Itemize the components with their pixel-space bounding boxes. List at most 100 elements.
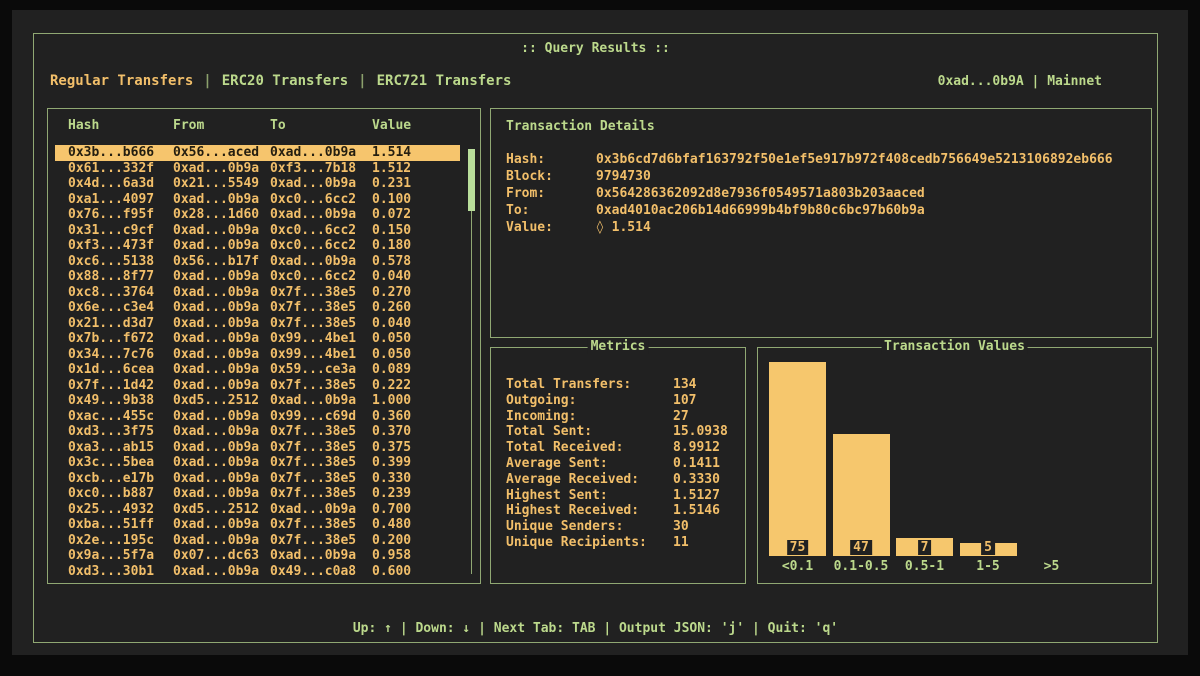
metric-value: 1.5146 — [673, 503, 720, 518]
metric-label: Total Transfers: — [506, 377, 673, 393]
column-header-to: To — [270, 118, 372, 133]
table-row[interactable]: 0x2e...195c0xad...0b9a0x7f...38e50.200 — [55, 533, 460, 549]
detail-label: From: — [506, 185, 596, 202]
table-row[interactable]: 0xba...51ff0xad...0b9a0x7f...38e50.480 — [55, 517, 460, 533]
cell-to: 0xc0...6cc2 — [270, 192, 372, 208]
metric-label: Total Received: — [506, 440, 673, 456]
bar-value-label: 7 — [918, 540, 932, 555]
table-row[interactable]: 0x76...f95f0x28...1d600xad...0b9a0.072 — [55, 207, 460, 223]
cell-from: 0xad...0b9a — [173, 347, 270, 363]
details-fields: Hash:0x3b6cd7d6bfaf163792f50e1ef5e917b97… — [491, 151, 1151, 236]
scrollbar-thumb[interactable] — [468, 149, 475, 211]
cell-to: 0x49...c0a8 — [270, 564, 372, 580]
cell-value: 0.480 — [372, 517, 460, 533]
detail-value: 9794730 — [596, 169, 651, 184]
cell-hash: 0x4d...6a3d — [68, 176, 173, 192]
cell-hash: 0x2e...195c — [68, 533, 173, 549]
metric-row: Incoming:27 — [491, 409, 745, 425]
details-title: Transaction Details — [491, 109, 1151, 134]
tab-regular-transfers[interactable]: Regular Transfers — [50, 73, 193, 89]
cell-to: 0x59...ce3a — [270, 362, 372, 378]
cell-value: 0.399 — [372, 455, 460, 471]
bar-value-label: 75 — [787, 540, 809, 555]
cell-hash: 0xba...51ff — [68, 517, 173, 533]
table-row[interactable]: 0x21...d3d70xad...0b9a0x7f...38e50.040 — [55, 316, 460, 332]
cell-from: 0xad...0b9a — [173, 238, 270, 254]
table-row[interactable]: 0xac...455c0xad...0b9a0x99...c69d0.360 — [55, 409, 460, 425]
tab-erc20-transfers[interactable]: ERC20 Transfers — [222, 73, 348, 89]
tab-erc721-transfers[interactable]: ERC721 Transfers — [377, 73, 512, 89]
cell-from: 0xad...0b9a — [173, 362, 270, 378]
cell-value: 0.270 — [372, 285, 460, 301]
table-row[interactable]: 0xf3...473f0xad...0b9a0xc0...6cc20.180 — [55, 238, 460, 254]
cell-hash: 0x9a...5f7a — [68, 548, 173, 564]
cell-hash: 0xd3...30b1 — [68, 564, 173, 580]
metric-value: 30 — [673, 519, 689, 534]
table-row[interactable]: 0x61...332f0xad...0b9a0xf3...7b181.512 — [55, 161, 460, 177]
cell-value: 0.200 — [372, 533, 460, 549]
cell-hash: 0xf3...473f — [68, 238, 173, 254]
cell-to: 0x99...4be1 — [270, 331, 372, 347]
cell-from: 0x21...5549 — [173, 176, 270, 192]
cell-hash: 0x21...d3d7 — [68, 316, 173, 332]
table-row[interactable]: 0x1d...6cea0xad...0b9a0x59...ce3a0.089 — [55, 362, 460, 378]
cell-from: 0xad...0b9a — [173, 486, 270, 502]
cell-value: 0.370 — [372, 424, 460, 440]
detail-value: 0x564286362092d8e7936f0549571a803b203aac… — [596, 186, 925, 201]
metric-row: Unique Recipients:11 — [491, 535, 745, 551]
table-row[interactable]: 0x9a...5f7a0x07...dc630xad...0b9a0.958 — [55, 548, 460, 564]
cell-to: 0x7f...38e5 — [270, 517, 372, 533]
table-row[interactable]: 0x7b...f6720xad...0b9a0x99...4be10.050 — [55, 331, 460, 347]
cell-value: 0.239 — [372, 486, 460, 502]
table-row[interactable]: 0x6e...c3e40xad...0b9a0x7f...38e50.260 — [55, 300, 460, 316]
table-row[interactable]: 0x31...c9cf0xad...0b9a0xc0...6cc20.150 — [55, 223, 460, 239]
metric-value: 11 — [673, 535, 689, 550]
cell-from: 0xd5...2512 — [173, 393, 270, 409]
table-row[interactable]: 0xa3...ab150xad...0b9a0x7f...38e50.375 — [55, 440, 460, 456]
cell-value: 0.040 — [372, 269, 460, 285]
table-row[interactable]: 0x3b...b6660x56...aced0xad...0b9a1.514 — [55, 145, 460, 161]
metric-value: 15.0938 — [673, 424, 728, 439]
cell-value: 0.072 — [372, 207, 460, 223]
cell-to: 0xad...0b9a — [270, 176, 372, 192]
table-row[interactable]: 0xd3...3f750xad...0b9a0x7f...38e50.370 — [55, 424, 460, 440]
table-row[interactable]: 0x88...8f770xad...0b9a0xc0...6cc20.040 — [55, 269, 460, 285]
cell-hash: 0x3b...b666 — [68, 145, 173, 161]
table-row[interactable]: 0x4d...6a3d0x21...55490xad...0b9a0.231 — [55, 176, 460, 192]
metric-value: 134 — [673, 377, 696, 392]
cell-from: 0x56...b17f — [173, 254, 270, 270]
metric-row: Highest Sent:1.5127 — [491, 488, 745, 504]
table-row[interactable]: 0x49...9b380xd5...25120xad...0b9a1.000 — [55, 393, 460, 409]
column-header-hash: Hash — [68, 118, 173, 133]
table-row[interactable]: 0xc6...51380x56...b17f0xad...0b9a0.578 — [55, 254, 460, 270]
cell-hash: 0x34...7c76 — [68, 347, 173, 363]
column-header-from: From — [173, 118, 270, 133]
cell-hash: 0xa3...ab15 — [68, 440, 173, 456]
table-row[interactable]: 0xc8...37640xad...0b9a0x7f...38e50.270 — [55, 285, 460, 301]
tab-list: Regular Transfers|ERC20 Transfers|ERC721… — [50, 73, 511, 89]
cell-to: 0x7f...38e5 — [270, 455, 372, 471]
table-row[interactable]: 0x25...49320xd5...25120xad...0b9a0.700 — [55, 502, 460, 518]
table-row[interactable]: 0xc0...b8870xad...0b9a0x7f...38e50.239 — [55, 486, 460, 502]
account-network-separator: | — [1024, 74, 1047, 89]
cell-to: 0xc0...6cc2 — [270, 269, 372, 285]
cell-value: 0.222 — [372, 378, 460, 394]
table-row[interactable]: 0x3c...5bea0xad...0b9a0x7f...38e50.399 — [55, 455, 460, 471]
table-row[interactable]: 0x7f...1d420xad...0b9a0x7f...38e50.222 — [55, 378, 460, 394]
scrollbar-track[interactable] — [471, 149, 472, 574]
cell-to: 0x7f...38e5 — [270, 316, 372, 332]
table-row[interactable]: 0x34...7c760xad...0b9a0x99...4be10.050 — [55, 347, 460, 363]
metric-value: 8.9912 — [673, 440, 720, 455]
table-header: HashFromToValue — [48, 109, 480, 133]
cell-from: 0x28...1d60 — [173, 207, 270, 223]
cell-from: 0xad...0b9a — [173, 471, 270, 487]
table-body: 0x3b...b6660x56...aced0xad...0b9a1.5140x… — [48, 145, 480, 579]
cell-to: 0x7f...38e5 — [270, 424, 372, 440]
cell-hash: 0x25...4932 — [68, 502, 173, 518]
account-info: 0xad...0b9A | Mainnet — [938, 74, 1102, 89]
metric-label: Highest Received: — [506, 503, 673, 519]
table-row[interactable]: 0xa1...40970xad...0b9a0xc0...6cc20.100 — [55, 192, 460, 208]
table-row[interactable]: 0xcb...e17b0xad...0b9a0x7f...38e50.330 — [55, 471, 460, 487]
cell-from: 0xad...0b9a — [173, 378, 270, 394]
table-row[interactable]: 0xd3...30b10xad...0b9a0x49...c0a80.600 — [55, 564, 460, 580]
